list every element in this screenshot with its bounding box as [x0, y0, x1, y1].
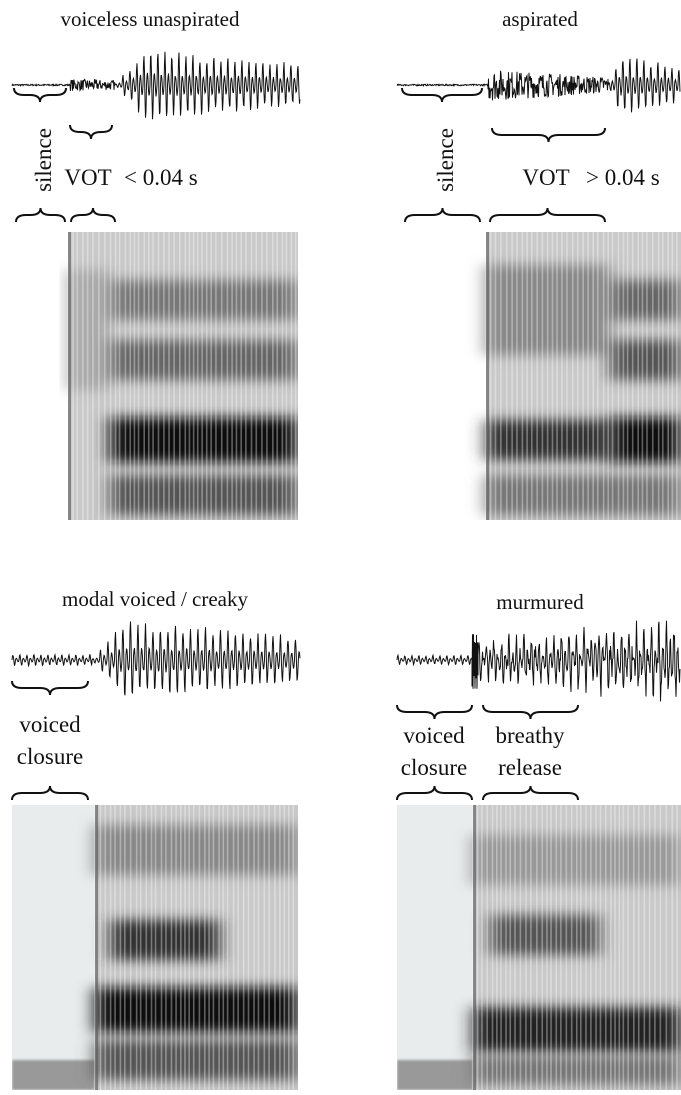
panel-title: murmured [496, 590, 584, 614]
label: voiced [403, 723, 465, 748]
panel-title: aspirated [502, 7, 578, 31]
waveform [397, 59, 680, 113]
figure: voiceless unaspirated silence VOT < 0.04… [0, 0, 681, 1095]
spectrogram [486, 232, 681, 520]
label: release [498, 755, 562, 780]
brace [14, 88, 66, 102]
brace [397, 786, 472, 800]
label: VOT [64, 165, 111, 190]
spectrogram [68, 232, 298, 520]
closure-energy [12, 805, 95, 1090]
label: breathy [496, 723, 565, 748]
brace [483, 786, 578, 800]
onset [95, 805, 98, 1090]
formant [68, 270, 110, 390]
brace [70, 125, 112, 139]
spectrogram [397, 805, 681, 1090]
brace [402, 88, 482, 102]
panel-title: modal voiced / creaky [62, 587, 249, 611]
label: < 0.04 s [124, 165, 198, 190]
brace [492, 128, 605, 142]
brace [71, 208, 115, 222]
label: voiced [19, 712, 81, 737]
spectrogram [12, 805, 298, 1090]
onset [486, 232, 489, 520]
brace [16, 208, 65, 222]
formant [610, 280, 681, 320]
label: closure [17, 744, 83, 769]
brace [483, 705, 578, 719]
onset [473, 805, 476, 1090]
panel-title: voiceless unaspirated [60, 7, 240, 31]
drawing-layer [12, 52, 681, 1090]
label: closure [401, 755, 467, 780]
brace [12, 786, 88, 800]
formant [610, 340, 681, 380]
waveform [397, 621, 680, 702]
brace [490, 208, 605, 222]
waveform [12, 622, 300, 696]
label: > 0.04 s [586, 165, 660, 190]
formant [110, 920, 220, 960]
closure-energy [397, 805, 473, 1090]
brace [405, 208, 480, 222]
label: silence [433, 128, 458, 192]
brace [397, 705, 472, 719]
label: silence [31, 128, 56, 192]
voice-bar [12, 1060, 95, 1090]
formant [610, 418, 681, 463]
voice-bar [397, 1060, 473, 1090]
waveform [12, 52, 300, 119]
onset [68, 232, 71, 520]
label: VOT [522, 165, 569, 190]
brace [12, 681, 88, 695]
